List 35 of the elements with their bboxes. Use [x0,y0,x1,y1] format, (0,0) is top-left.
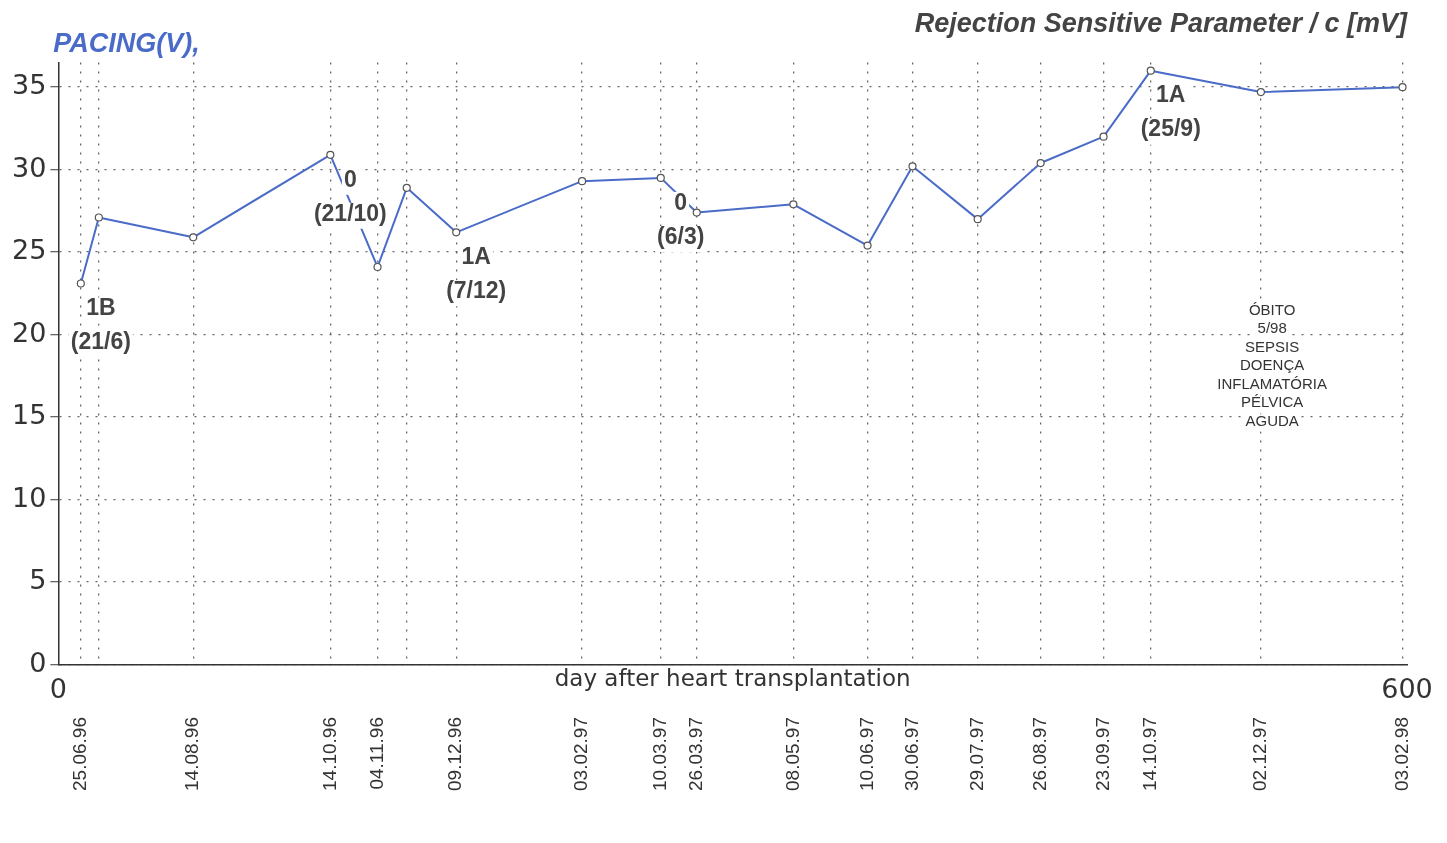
x2-tick-label: 04.11.96 [365,717,387,790]
annotation: 0 (6/3) [657,188,705,249]
annotation: 1B (21/6) [70,294,131,355]
y-tick-label: 35 [12,69,47,101]
x2-tick-label: 03.02.97 [570,717,592,791]
annotation: 1A (25/9) [1140,81,1201,142]
y-tick-label: 0 [29,646,47,678]
x2-tick-label: 14.10.97 [1138,717,1160,791]
x2-tick-label: 25.06.96 [69,717,91,791]
y-axis-title: PACING(V), [53,28,200,59]
x2-tick-label: 14.08.96 [181,717,203,791]
x2-tick-label: 02.12.97 [1249,717,1271,791]
x-axis-title: day after heart transplantation [554,665,911,692]
x2-tick-label: 08.05.97 [781,717,803,791]
annotation: 1A (7/12) [446,243,507,304]
y-tick-label: 30 [12,151,47,183]
y-tick-label: 20 [12,316,47,348]
x2-tick-label: 30.06.97 [900,717,922,791]
x2-tick-label: 10.06.97 [855,717,877,791]
y-tick-label: 10 [12,481,47,513]
x2-tick-label: 03.02.98 [1390,717,1412,791]
x2-tick-label: 09.12.96 [444,717,466,791]
x2-tick-label: 10.03.97 [648,717,670,791]
chart-title: Rejection Sensitive Parameter / c [mV] [914,7,1408,38]
x2-tick-label: 14.10.96 [318,717,340,791]
annotation: 0 (21/10) [313,165,387,226]
x2-tick-label: 26.08.97 [1028,717,1050,791]
x-tick-label: 600 [1381,672,1433,704]
y-tick-label: 25 [12,234,47,266]
y-tick-label: 15 [12,399,47,431]
x2-tick-label: 23.09.97 [1091,717,1113,791]
x2-tick-label: 26.03.97 [684,717,706,791]
y-tick-label: 5 [29,564,47,596]
annotation: ÓBITO 5/98 SEPSIS DOENÇA INFLAMATÓRIA PÉLVICA AGUDA [1217,300,1327,429]
x2-tick-label: 29.07.97 [965,717,987,791]
